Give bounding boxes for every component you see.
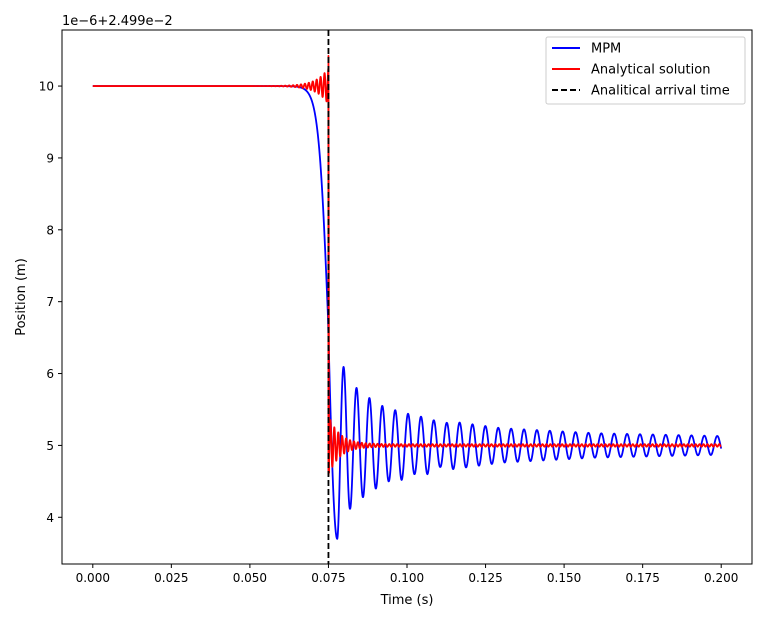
- y-tick-label: 8: [46, 223, 54, 237]
- legend-box: [545, 36, 746, 105]
- x-tick-label: 0.100: [390, 571, 424, 585]
- y-tick-label: 6: [46, 367, 54, 381]
- y-tick-label: 10: [39, 80, 54, 94]
- series-line-analytical: [91, 54, 723, 477]
- x-tick-label: 0.125: [468, 571, 502, 585]
- x-axis-label: Time (s): [380, 593, 434, 608]
- y-tick-label: 7: [46, 295, 54, 309]
- legend-label-analytical: Analytical solution: [591, 63, 710, 78]
- series-layer: [91, 30, 723, 564]
- axis-offset-label: 1e−6+2.499e−2: [62, 14, 173, 29]
- y-axis-label: Position (m): [14, 258, 29, 336]
- x-axis: 0.000 0.025 0.050 0.075 0.100 0.125 0.150 0.175…: [76, 564, 738, 585]
- x-tick-label: 0.050: [233, 571, 267, 585]
- x-tick-label: 0.025: [154, 571, 188, 585]
- legend: MPM Analytical solution Analitical arriv…: [545, 36, 746, 105]
- x-tick-label: 0.175: [625, 571, 659, 585]
- x-tick-label: 0.150: [547, 571, 581, 585]
- y-tick-label: 4: [46, 511, 54, 525]
- y-tick-label: 9: [46, 151, 54, 165]
- x-tick-label: 0.075: [311, 571, 345, 585]
- x-tick-label: 0.000: [76, 571, 110, 585]
- x-tick-label: 0.200: [704, 571, 738, 585]
- y-tick-label: 5: [46, 439, 54, 453]
- legend-label-arrival: Analitical arrival time: [591, 84, 730, 99]
- plot-area: [61, 29, 753, 565]
- legend-label-mpm: MPM: [591, 42, 621, 57]
- y-axis: 4 5 6 7 8 9 10: [39, 80, 62, 525]
